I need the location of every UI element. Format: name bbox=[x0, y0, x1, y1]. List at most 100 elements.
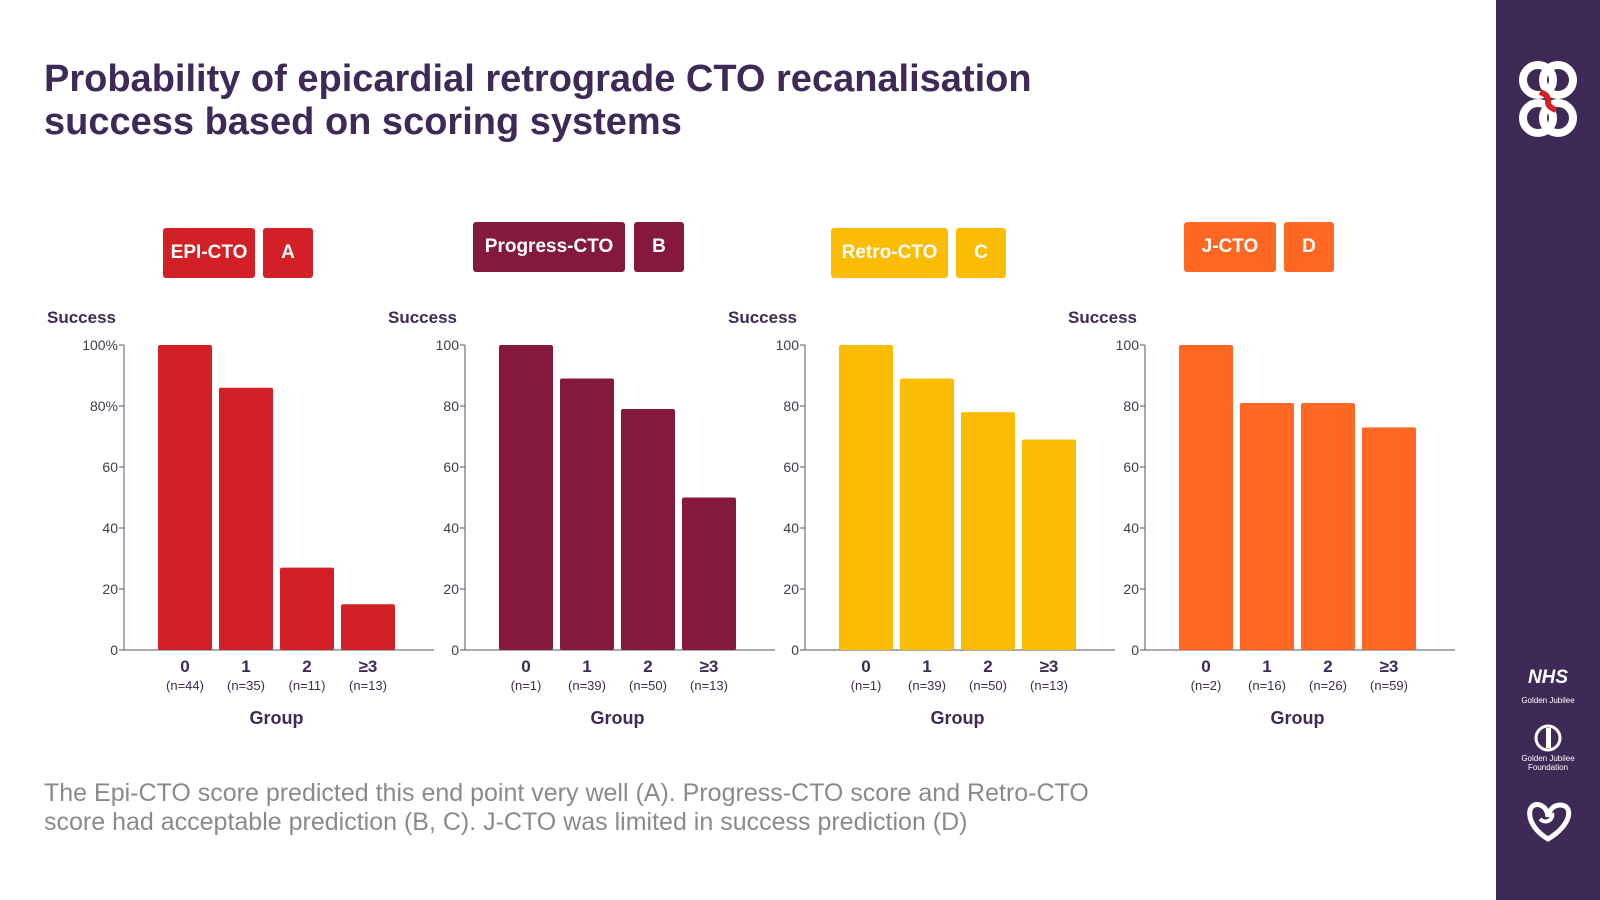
chip-retro-cto: Retro-CTO bbox=[831, 228, 948, 278]
chart-d-y-axis-label: Success bbox=[1068, 308, 1137, 327]
chart-b-bar bbox=[560, 378, 614, 650]
chart-c-n-label: (n=50) bbox=[969, 678, 1007, 693]
chart-a-bar bbox=[158, 345, 212, 650]
foundation-text: Golden Jubilee Foundation bbox=[1521, 754, 1575, 772]
chart-d-x-axis-label: Group bbox=[1271, 708, 1325, 728]
chart-a-n-label: (n=44) bbox=[166, 678, 204, 693]
charts-canvas: Success020406080%100%0(n=44)1(n=35)2(n=1… bbox=[47, 308, 1455, 728]
chart-a-x-tick-label: 0 bbox=[180, 657, 189, 676]
chip-letter-d: D bbox=[1284, 222, 1334, 272]
chart-a-x-axis-label: Group bbox=[250, 708, 304, 728]
chart-b-y-tick-label: 60 bbox=[443, 459, 459, 475]
chart-b-n-label: (n=13) bbox=[690, 678, 728, 693]
chart-b-y-tick-label: 100 bbox=[436, 337, 460, 353]
chart-c-bar bbox=[961, 412, 1015, 650]
chart-d-bar bbox=[1362, 427, 1416, 650]
chart-b-n-label: (n=1) bbox=[511, 678, 542, 693]
chart-b-n-label: (n=50) bbox=[629, 678, 667, 693]
chart-c-y-tick-label: 60 bbox=[783, 459, 799, 475]
chart-d-x-tick-label: 1 bbox=[1262, 657, 1271, 676]
chart-a-bar bbox=[341, 604, 395, 650]
chart-b-y-tick-label: 40 bbox=[443, 520, 459, 536]
chart-d-y-tick-label: 60 bbox=[1123, 459, 1139, 475]
chart-a-x-tick-label: 1 bbox=[241, 657, 250, 676]
chart-a-y-tick-label: 60 bbox=[102, 459, 118, 475]
chart-c-n-label: (n=1) bbox=[851, 678, 882, 693]
chart-d-bar bbox=[1301, 402, 1355, 650]
chart-b-x-tick-label: ≥3 bbox=[700, 657, 719, 676]
chip-letter-c: C bbox=[956, 228, 1006, 278]
chart-c-y-tick-label: 100 bbox=[776, 337, 800, 353]
chart-d-x-tick-label: 0 bbox=[1201, 657, 1210, 676]
chart-c-y-axis-label: Success bbox=[728, 308, 797, 327]
chart-d-bar bbox=[1240, 402, 1294, 650]
chart-b-bar bbox=[621, 409, 675, 650]
slide-title-line-2: success based on scoring systems bbox=[44, 101, 682, 143]
brand-sidebar: NHS Golden Jubilee Golden Jubilee Founda… bbox=[1496, 0, 1600, 900]
chart-c-y-tick-label: 20 bbox=[783, 581, 799, 597]
chart-a-bar bbox=[280, 567, 334, 650]
chart-c-y-tick-label: 0 bbox=[791, 642, 799, 658]
chart-d-y-tick-label: 20 bbox=[1123, 581, 1139, 597]
interlocking-rings-icon bbox=[1519, 61, 1577, 137]
chart-c-y-tick-label: 40 bbox=[783, 520, 799, 536]
chart-b-x-tick-label: 0 bbox=[521, 657, 530, 676]
chart-c-bar bbox=[1022, 439, 1076, 650]
chart-a-n-label: (n=13) bbox=[349, 678, 387, 693]
chart-b-x-axis-label: Group bbox=[591, 708, 645, 728]
chip-epi-cto: EPI-CTO bbox=[163, 228, 255, 278]
chart-d-n-label: (n=26) bbox=[1309, 678, 1347, 693]
chart-a-n-label: (n=11) bbox=[289, 678, 326, 693]
chart-a-y-tick-label: 80% bbox=[90, 398, 118, 414]
chart-b-bar bbox=[682, 497, 736, 650]
chart-d-n-label: (n=16) bbox=[1248, 678, 1286, 693]
chart-c-x-tick-label: 2 bbox=[983, 657, 992, 676]
chart-a-x-tick-label: ≥3 bbox=[359, 657, 378, 676]
chart-c-x-tick-label: 0 bbox=[861, 657, 870, 676]
chart-c-x-axis-label: Group bbox=[931, 708, 985, 728]
nhs-logo: NHS bbox=[1527, 667, 1569, 688]
chart-b-y-tick-label: 0 bbox=[451, 642, 459, 658]
chart-a-y-tick-label: 20 bbox=[102, 581, 118, 597]
chart-d-x-tick-label: 2 bbox=[1323, 657, 1332, 676]
chart-c-y-tick-label: 80 bbox=[783, 398, 799, 414]
chart-d-y-tick-label: 0 bbox=[1131, 642, 1139, 658]
footer-line-2: score had acceptable prediction (B, C). … bbox=[44, 808, 968, 836]
chart-a-y-tick-label: 100% bbox=[82, 337, 118, 353]
chart-b-y-tick-label: 80 bbox=[443, 398, 459, 414]
chart-a-y-tick-label: 40 bbox=[102, 520, 118, 536]
chart-a-bar bbox=[219, 387, 273, 650]
chart-d-n-label: (n=2) bbox=[1191, 678, 1222, 693]
chart-b-n-label: (n=39) bbox=[568, 678, 606, 693]
chart-a-y-tick-label: 0 bbox=[110, 642, 118, 658]
chart-d-y-tick-label: 40 bbox=[1123, 520, 1139, 536]
chart-c-n-label: (n=13) bbox=[1030, 678, 1068, 693]
chart-c-x-tick-label: ≥3 bbox=[1040, 657, 1059, 676]
chart-d-x-tick-label: ≥3 bbox=[1380, 657, 1399, 676]
chip-letter-b: B bbox=[634, 222, 684, 272]
nhs-subtitle: Golden Jubilee bbox=[1521, 696, 1575, 705]
chart-b-x-tick-label: 2 bbox=[643, 657, 652, 676]
chart-b-bar bbox=[499, 345, 553, 650]
chart-b-x-tick-label: 1 bbox=[582, 657, 591, 676]
footer-caption: The Epi-CTO score predicted this end poi… bbox=[44, 779, 1294, 837]
chart-a-x-tick-label: 2 bbox=[302, 657, 311, 676]
chart-d-bar bbox=[1179, 345, 1233, 650]
chart-c-bar bbox=[900, 378, 954, 650]
chip-letter-a: A bbox=[263, 228, 313, 278]
chart-d-n-label: (n=59) bbox=[1370, 678, 1408, 693]
chart-a-y-axis-label: Success bbox=[47, 308, 116, 327]
slide-title-line-1: Probability of epicardial retrograde CTO… bbox=[44, 58, 1032, 100]
chip-j-cto: J-CTO bbox=[1184, 222, 1276, 272]
foundation-leaf-icon bbox=[1534, 724, 1562, 752]
chart-c-n-label: (n=39) bbox=[908, 678, 946, 693]
footer-line-1: The Epi-CTO score predicted this end poi… bbox=[44, 779, 1089, 807]
chart-c-bar bbox=[839, 345, 893, 650]
chart-a-n-label: (n=35) bbox=[227, 678, 265, 693]
chart-b-y-axis-label: Success bbox=[388, 308, 457, 327]
slide-title: Probability of epicardial retrograde CTO… bbox=[44, 58, 1244, 144]
chart-d-y-tick-label: 100 bbox=[1116, 337, 1140, 353]
chart-b-y-tick-label: 20 bbox=[443, 581, 459, 597]
chip-progress-cto: Progress-CTO bbox=[473, 222, 625, 272]
heart-swirl-icon bbox=[1527, 802, 1572, 842]
